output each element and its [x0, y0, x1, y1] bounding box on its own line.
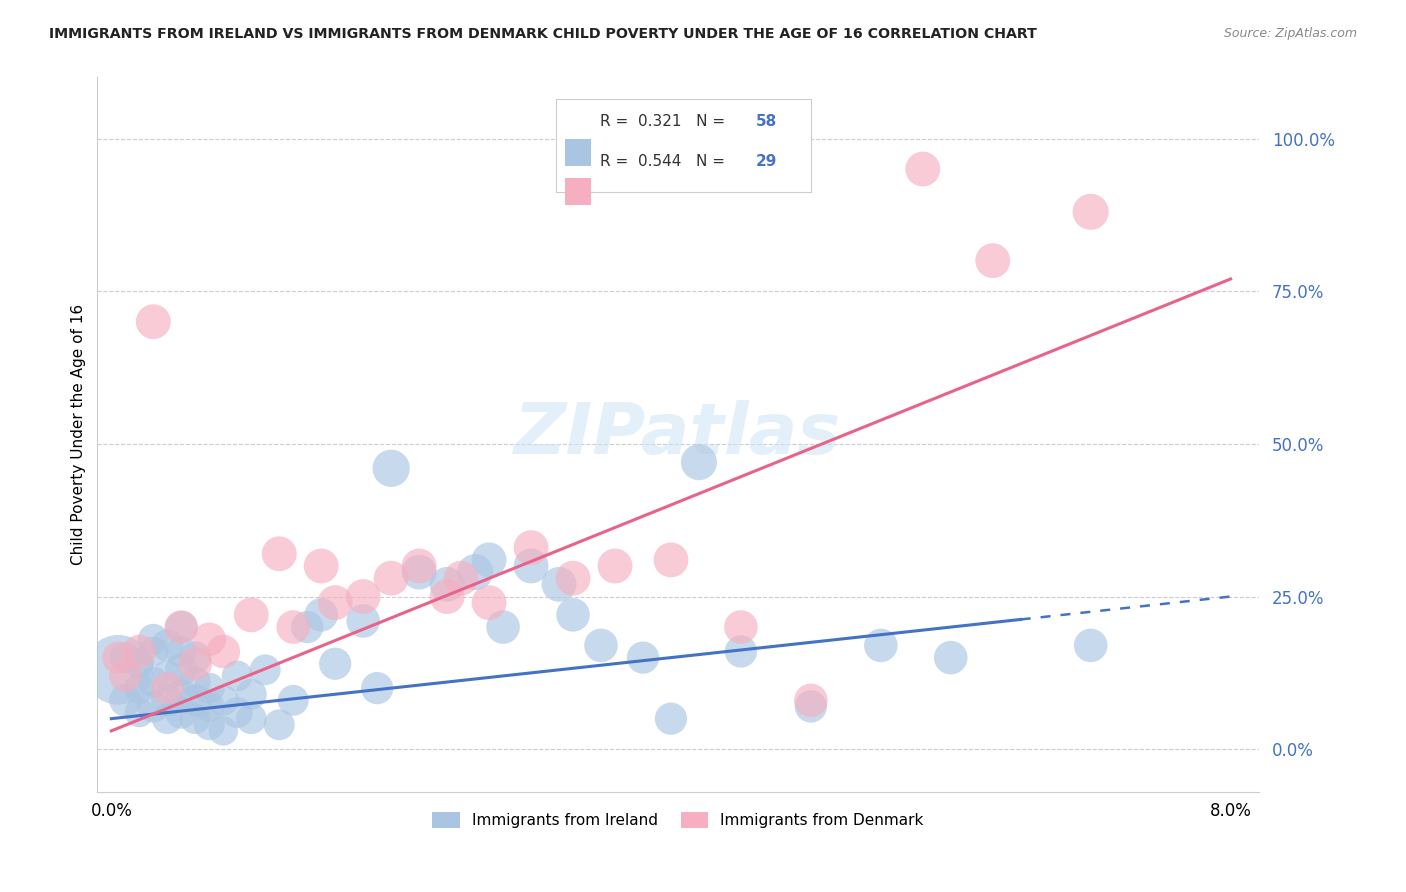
Point [283, 620, 305, 634]
Point [170, 644, 193, 658]
Point [436, 590, 458, 604]
Point [283, 693, 305, 707]
Point [184, 657, 207, 671]
Point [548, 577, 571, 591]
Point [142, 315, 165, 329]
Point [156, 693, 179, 707]
Point [380, 461, 402, 475]
Point [323, 596, 346, 610]
Point [170, 620, 193, 634]
Point [198, 699, 221, 714]
Point [240, 712, 263, 726]
Text: Source: ZipAtlas.com: Source: ZipAtlas.com [1223, 27, 1357, 40]
FancyBboxPatch shape [565, 139, 591, 166]
Point [114, 693, 136, 707]
Point [352, 590, 374, 604]
Point [184, 675, 207, 690]
Point [520, 541, 543, 555]
Point [800, 699, 823, 714]
Point [142, 632, 165, 647]
Point [156, 639, 179, 653]
Legend: Immigrants from Ireland, Immigrants from Denmark: Immigrants from Ireland, Immigrants from… [426, 806, 929, 834]
Point [589, 639, 612, 653]
Point [436, 577, 458, 591]
Point [492, 620, 515, 634]
Point [142, 675, 165, 690]
Point [869, 639, 891, 653]
Text: 29: 29 [756, 153, 778, 169]
Point [226, 706, 249, 720]
Point [142, 644, 165, 658]
Point [939, 650, 962, 665]
Point [170, 687, 193, 701]
Point [295, 620, 318, 634]
Point [156, 681, 179, 695]
Text: IMMIGRANTS FROM IRELAND VS IMMIGRANTS FROM DENMARK CHILD POVERTY UNDER THE AGE O: IMMIGRANTS FROM IRELAND VS IMMIGRANTS FR… [49, 27, 1038, 41]
Point [107, 663, 129, 677]
Point [478, 596, 501, 610]
Point [309, 559, 332, 574]
FancyBboxPatch shape [565, 178, 591, 205]
Point [114, 669, 136, 683]
Point [240, 607, 263, 622]
Point [198, 632, 221, 647]
Point [128, 644, 150, 658]
Text: 58: 58 [756, 114, 778, 129]
Text: R =  0.544   N =: R = 0.544 N = [600, 153, 730, 169]
Point [309, 607, 332, 622]
Text: ZIPatlas: ZIPatlas [515, 401, 842, 469]
Point [1080, 204, 1102, 219]
Point [408, 565, 430, 579]
Point [659, 712, 682, 726]
Point [128, 706, 150, 720]
Point [562, 571, 585, 585]
Point [198, 681, 221, 695]
Point [212, 723, 235, 738]
Point [981, 253, 1004, 268]
Point [464, 565, 486, 579]
Point [688, 455, 710, 469]
Point [269, 718, 291, 732]
Point [603, 559, 626, 574]
Point [184, 712, 207, 726]
Point [911, 162, 934, 177]
Point [184, 693, 207, 707]
Point [408, 559, 430, 574]
Point [107, 650, 129, 665]
Point [142, 699, 165, 714]
Point [128, 657, 150, 671]
Point [184, 650, 207, 665]
Point [212, 644, 235, 658]
Point [478, 553, 501, 567]
Point [631, 650, 654, 665]
Point [240, 687, 263, 701]
Point [170, 706, 193, 720]
Point [269, 547, 291, 561]
Text: R =  0.321   N =: R = 0.321 N = [600, 114, 730, 129]
FancyBboxPatch shape [555, 99, 811, 192]
Point [212, 693, 235, 707]
Point [659, 553, 682, 567]
Point [520, 559, 543, 574]
Point [380, 571, 402, 585]
Point [730, 620, 752, 634]
Point [156, 669, 179, 683]
Point [170, 663, 193, 677]
Point [323, 657, 346, 671]
Point [800, 693, 823, 707]
Point [730, 644, 752, 658]
Point [254, 663, 277, 677]
Point [1080, 639, 1102, 653]
Point [562, 607, 585, 622]
Point [450, 571, 472, 585]
Point [352, 614, 374, 628]
Point [366, 681, 388, 695]
Point [198, 718, 221, 732]
Point [170, 620, 193, 634]
Point [114, 650, 136, 665]
Point [226, 669, 249, 683]
Point [128, 681, 150, 695]
Point [156, 712, 179, 726]
Y-axis label: Child Poverty Under the Age of 16: Child Poverty Under the Age of 16 [72, 304, 86, 566]
